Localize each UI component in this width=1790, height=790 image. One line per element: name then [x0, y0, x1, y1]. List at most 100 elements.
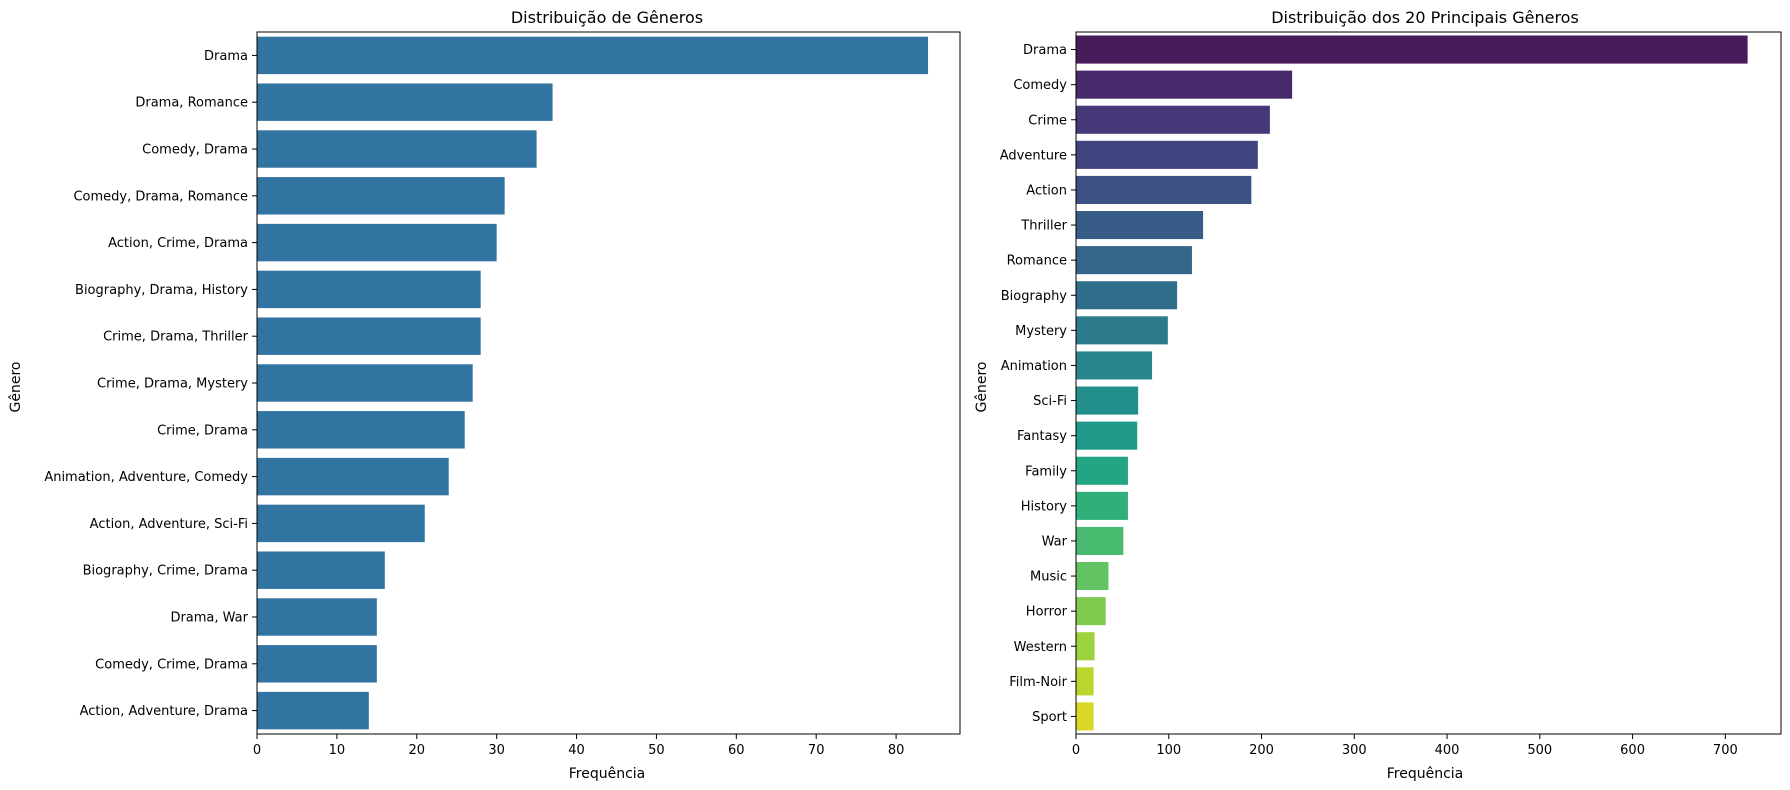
x-axis-label: Frequência [1387, 766, 1464, 782]
bar [257, 645, 377, 683]
y-tick-label: War [1042, 534, 1068, 549]
genre-distribution-chart: Distribuição de Gêneros Frequência Gêner… [8, 8, 961, 782]
y-tick-label: Western [1014, 640, 1067, 655]
y-tick-label: Action, Adventure, Sci-Fi [90, 517, 248, 532]
bar [1076, 70, 1293, 99]
bar [257, 36, 929, 75]
y-tick-label: Comedy [1013, 78, 1067, 93]
bar [1076, 105, 1270, 134]
x-tick-label: 10 [329, 743, 346, 758]
bar [257, 691, 369, 730]
bar [257, 598, 377, 636]
bar [1076, 702, 1094, 731]
bar [1076, 632, 1095, 661]
y-tick-label: Music [1030, 570, 1067, 585]
y-tick-label: Thriller [1020, 219, 1067, 234]
y-tick-label: Drama [1023, 43, 1067, 58]
bar [257, 177, 505, 215]
bar [1076, 456, 1128, 485]
y-tick-label: History [1021, 499, 1068, 514]
y-tick-label: Film-Noir [1009, 675, 1067, 690]
y-tick-label: Crime, Drama, Thriller [103, 330, 249, 345]
x-tick-label: 200 [1249, 743, 1274, 758]
y-tick-label: Drama, War [170, 611, 248, 626]
y-tick-label: Romance [1007, 254, 1067, 269]
bar [1076, 211, 1204, 240]
x-tick-label: 60 [728, 743, 745, 758]
bar [1076, 386, 1139, 415]
x-tick-label: 400 [1435, 743, 1460, 758]
bar [1076, 597, 1106, 626]
x-tick-label: 600 [1620, 743, 1645, 758]
chart-title: Distribuição dos 20 Principais Gêneros [1271, 8, 1579, 27]
bar [1076, 175, 1252, 204]
y-tick-label: Action, Crime, Drama [108, 236, 248, 251]
bar [257, 223, 497, 262]
bar [257, 270, 481, 309]
x-tick-label: 700 [1713, 743, 1738, 758]
bar [1076, 491, 1128, 520]
y-tick-label: Adventure [1000, 148, 1067, 163]
bar [257, 457, 449, 496]
x-tick-label: 50 [648, 743, 665, 758]
y-tick-label: Comedy, Crime, Drama [95, 657, 248, 672]
chart-title: Distribuição de Gêneros [511, 8, 703, 27]
bar [1076, 562, 1109, 591]
y-tick-label: Drama [204, 49, 248, 64]
bar [257, 317, 481, 355]
bar [257, 551, 385, 589]
bar [1076, 421, 1138, 450]
bar [257, 364, 473, 402]
y-tick-label: Family [1025, 464, 1067, 479]
y-tick-label: Action [1026, 183, 1067, 198]
y-tick-label: Animation [1001, 359, 1067, 374]
plot-area: Drama Drama, Romance Comedy, Drama Comedy, … [44, 31, 961, 758]
y-tick-label: Sport [1032, 710, 1067, 725]
bar [1076, 140, 1258, 169]
x-tick-label: 100 [1156, 743, 1181, 758]
top-20-genres-chart: Distribuição dos 20 Principais Gêneros F… [974, 8, 1782, 782]
bar [1076, 526, 1124, 555]
bar [1076, 316, 1168, 345]
bar [1076, 281, 1178, 310]
y-tick-label: Horror [1026, 605, 1068, 620]
y-tick-label: Comedy, Drama, Romance [73, 189, 248, 204]
y-tick-label: Biography, Drama, History [75, 283, 248, 298]
y-tick-label: Fantasy [1017, 429, 1067, 444]
y-tick-label: Drama, Romance [135, 96, 248, 111]
bar [257, 130, 537, 168]
axes-frame [256, 31, 961, 735]
bar [257, 411, 465, 449]
x-tick-label: 0 [253, 743, 261, 758]
x-tick-label: 0 [1072, 743, 1080, 758]
y-tick-label: Action, Adventure, Drama [80, 704, 248, 719]
bar [1076, 35, 1748, 64]
y-tick-label: Biography [1001, 289, 1068, 304]
bar [257, 83, 553, 121]
bar [1076, 246, 1192, 275]
x-tick-label: 40 [568, 743, 585, 758]
y-tick-label: Sci-Fi [1033, 394, 1067, 409]
x-tick-label: 30 [488, 743, 505, 758]
y-tick-label: Crime, Drama [157, 423, 248, 438]
x-axis-label: Frequência [569, 766, 646, 782]
y-tick-label: Biography, Crime, Drama [83, 564, 248, 579]
x-tick-label: 300 [1342, 743, 1367, 758]
y-tick-label: Crime [1028, 113, 1067, 128]
y-axis-label: Gênero [974, 362, 990, 413]
y-tick-label: Mystery [1015, 324, 1067, 339]
bar [1076, 667, 1094, 696]
plot-area: Drama Comedy Crime Adventure Action Thriller R… [1000, 31, 1782, 758]
x-tick-label: 20 [408, 743, 425, 758]
x-tick-label: 70 [808, 743, 825, 758]
y-tick-label: Animation, Adventure, Comedy [44, 470, 248, 485]
bar [1076, 351, 1153, 380]
y-axis-label: Gênero [8, 362, 24, 413]
y-tick-label: Comedy, Drama [142, 143, 248, 158]
bar [257, 504, 425, 543]
y-tick-label: Crime, Drama, Mystery [97, 377, 248, 392]
axes-frame [1075, 31, 1782, 735]
x-tick-label: 80 [888, 743, 905, 758]
x-tick-label: 500 [1527, 743, 1552, 758]
